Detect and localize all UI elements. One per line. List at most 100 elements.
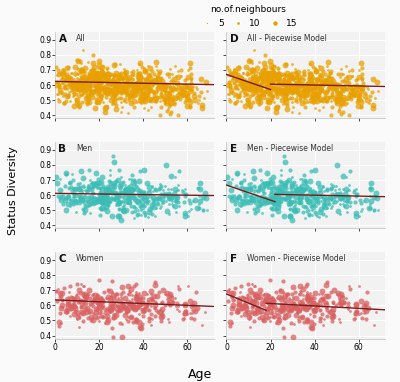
Point <box>94 89 101 95</box>
Point <box>107 79 113 86</box>
Point <box>144 303 150 309</box>
Point <box>166 89 172 96</box>
Point <box>79 296 86 303</box>
Point <box>243 83 249 89</box>
Point <box>120 79 126 86</box>
Point <box>332 96 339 102</box>
Point <box>97 78 103 84</box>
Point <box>234 207 240 214</box>
Point <box>334 291 340 297</box>
Point <box>271 183 278 189</box>
Point <box>336 83 342 89</box>
Point <box>137 75 143 81</box>
Point <box>238 87 245 94</box>
Point <box>142 202 148 209</box>
Point <box>271 191 278 197</box>
Point <box>112 197 118 203</box>
Point <box>108 87 114 93</box>
Point <box>309 86 316 92</box>
Point <box>256 86 262 92</box>
Point <box>277 178 283 185</box>
Point <box>248 290 254 296</box>
Point <box>84 295 91 301</box>
Point <box>301 86 307 92</box>
Point <box>124 89 130 96</box>
Point <box>110 98 116 104</box>
Point <box>307 191 313 197</box>
Point <box>82 76 89 82</box>
Point <box>239 70 246 76</box>
Point <box>161 97 168 103</box>
Point <box>274 305 280 311</box>
Point <box>164 94 170 100</box>
Point <box>148 78 154 84</box>
Point <box>311 190 318 196</box>
Point <box>273 320 279 326</box>
Point <box>233 85 240 91</box>
Point <box>64 65 70 71</box>
Point <box>275 76 281 82</box>
Point <box>292 70 298 76</box>
Point <box>166 192 172 198</box>
Point <box>369 76 376 82</box>
Point <box>346 92 352 98</box>
Point <box>274 76 280 82</box>
Point <box>242 311 248 317</box>
Point <box>259 91 266 97</box>
Point <box>277 73 283 79</box>
Point <box>294 79 300 86</box>
Text: A: A <box>58 34 66 44</box>
Point <box>91 70 97 76</box>
Point <box>98 308 104 314</box>
Point <box>334 198 340 204</box>
Point <box>302 302 309 308</box>
Point <box>296 299 303 305</box>
Point <box>139 300 145 306</box>
Point <box>257 186 263 193</box>
Point <box>74 295 81 301</box>
Point <box>137 94 144 100</box>
Point <box>71 296 78 302</box>
Point <box>116 83 122 89</box>
Point <box>89 89 95 95</box>
Point <box>173 73 179 79</box>
Point <box>243 79 249 85</box>
Point <box>284 303 291 309</box>
Point <box>90 88 96 94</box>
Point <box>310 190 316 196</box>
Point <box>312 84 318 91</box>
Point <box>241 185 247 191</box>
Point <box>340 71 346 78</box>
Point <box>293 82 300 88</box>
Point <box>256 198 262 204</box>
Point <box>126 97 132 103</box>
Point <box>159 287 166 293</box>
Point <box>100 63 106 69</box>
Point <box>313 191 319 197</box>
Point <box>157 112 164 118</box>
Point <box>104 86 110 92</box>
Point <box>230 297 236 303</box>
Point <box>53 288 59 294</box>
Point <box>107 288 113 294</box>
Point <box>350 87 356 93</box>
Point <box>328 318 335 324</box>
Point <box>158 299 165 305</box>
Point <box>188 206 194 212</box>
Point <box>164 290 170 296</box>
Point <box>90 194 97 200</box>
Point <box>259 89 266 96</box>
Point <box>247 198 253 204</box>
Point <box>103 193 109 199</box>
Point <box>137 301 143 308</box>
Point <box>236 92 242 99</box>
Point <box>306 81 312 87</box>
Point <box>154 79 160 86</box>
Point <box>248 76 254 82</box>
Point <box>167 291 173 297</box>
Point <box>56 310 63 316</box>
Point <box>241 84 248 91</box>
Point <box>294 190 301 196</box>
Point <box>113 189 120 196</box>
Point <box>78 196 84 202</box>
